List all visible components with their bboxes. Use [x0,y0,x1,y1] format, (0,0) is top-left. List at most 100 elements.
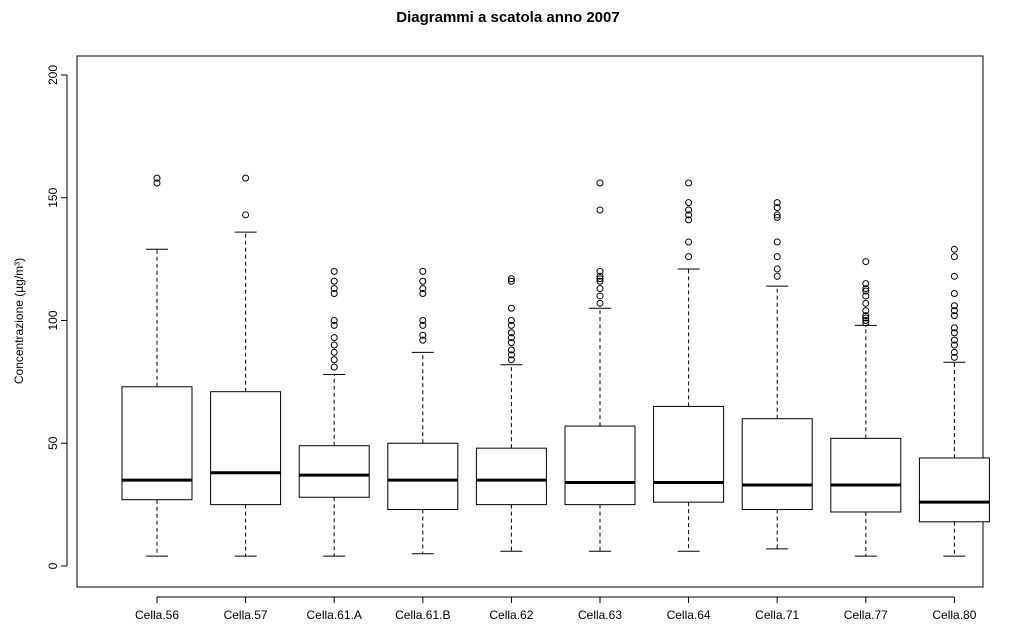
outlier-point [685,179,693,187]
outlier-point [419,331,427,339]
outlier-point [950,289,958,297]
y-axis-ticks: 0 50 100 150 200 [46,65,67,569]
outlier-point [773,213,781,221]
y-tick-label: 100 [46,310,60,330]
outlier-point [685,238,693,246]
box-cella-77 [830,258,902,557]
box-cella-57 [210,174,282,557]
outlier-point [419,336,427,344]
outlier-point [153,179,161,187]
outlier-point [330,285,338,293]
outlier-point [685,199,693,207]
outlier-point [950,348,958,356]
outlier-point [507,304,515,312]
outlier-point [153,174,161,182]
x-tick-label: Cella.56 [135,608,179,622]
outlier-point [507,317,515,324]
outlier-point [685,216,693,224]
outlier-point [419,289,427,297]
outlier-point [950,329,958,337]
outlier-point [330,277,338,285]
outlier-point [862,314,870,322]
outlier-point [507,277,515,285]
outlier-point [950,324,958,332]
outlier-point [862,317,870,324]
outlier-point [596,272,604,280]
box-iqr [564,425,636,506]
outlier-point [862,319,870,327]
box-iqr [475,447,547,506]
outlier-point [330,363,338,371]
outlier-point [330,289,338,297]
box-cella-61-b [387,267,459,555]
outlier-point [507,351,515,359]
outlier-point [862,258,870,266]
boxes [121,174,990,557]
outlier-point [330,334,338,342]
outlier-point [773,253,781,261]
outlier-point [950,353,958,361]
box-iqr [298,445,370,498]
outlier-point [862,292,870,300]
outlier-point [950,336,958,344]
outlier-point [862,307,870,315]
x-tick-label: Cella.62 [489,608,533,622]
y-tick-label: 200 [46,65,60,85]
box-cella-56 [121,174,193,557]
outlier-point [950,245,958,253]
outlier-point [773,265,781,273]
outlier-point [596,267,604,275]
outlier-point [242,174,250,182]
outlier-point [773,238,781,246]
box-cella-63 [564,179,636,552]
outlier-point [950,253,958,261]
outlier-point [950,272,958,280]
x-tick-label: Cella.80 [932,608,976,622]
box-iqr [121,386,193,501]
outlier-point [507,356,515,364]
outlier-point [950,302,958,310]
outlier-point [507,275,515,283]
x-tick-label: Cella.77 [844,608,888,622]
outlier-point [773,211,781,219]
outlier-point [419,321,427,329]
outlier-point [419,285,427,293]
outlier-point [242,211,250,219]
outlier-point [507,339,515,347]
outlier-point [685,211,693,219]
x-tick-label: Cella.61.B [395,608,450,622]
outlier-point [507,346,515,354]
x-tick-label: Cella.63 [578,608,622,622]
box-cella-61-a [298,267,370,557]
box-iqr [387,442,459,511]
x-tick-label: Cella.71 [755,608,799,622]
outlier-point [685,253,693,261]
outlier-point [330,341,338,349]
outlier-point [330,356,338,364]
box-cella-80 [918,245,990,557]
outlier-point [862,287,870,295]
box-iqr [653,405,725,503]
outlier-point [596,179,604,187]
outlier-point [596,292,604,300]
y-tick-label: 150 [46,187,60,207]
outlier-point [507,334,515,342]
outlier-point [419,267,427,275]
outlier-point [862,312,870,320]
chart-title: Diagrammi a scatola anno 2007 [396,9,620,26]
y-axis-label: Concentrazione (µg/m³) [12,258,26,384]
box-iqr [830,437,902,513]
outlier-point [330,321,338,329]
y-tick-label: 0 [46,562,60,569]
outlier-point [596,206,604,214]
outlier-point [419,277,427,285]
box-iqr [918,457,990,523]
outlier-point [330,267,338,275]
x-tick-label: Cella.64 [667,608,711,622]
x-tick-label: Cella.57 [224,608,268,622]
outlier-point [596,285,604,293]
outlier-point [862,280,870,288]
box-cella-64 [653,179,725,552]
outlier-point [950,341,958,349]
